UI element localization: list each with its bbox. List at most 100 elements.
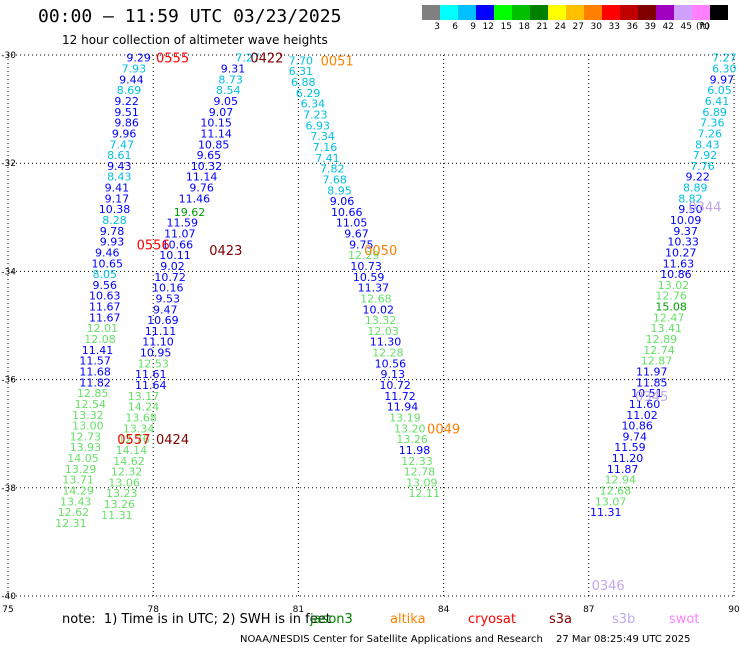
- legend-swatch: 70: [692, 5, 710, 32]
- wave-height-value: 9.93: [100, 236, 125, 249]
- wave-height-value: 7.34: [310, 130, 335, 143]
- wave-height-value: 10.95: [140, 347, 172, 360]
- wave-height-value: 11.67: [89, 311, 121, 324]
- wave-height-value: 8.95: [327, 184, 352, 197]
- wave-height-value: 10.51: [631, 387, 663, 400]
- wave-height-values: 9.297.939.448.699.229.519.869.967.478.61…: [55, 52, 736, 530]
- wave-height-value: 9.07: [209, 106, 234, 119]
- wave-height-value: 10.27: [665, 246, 697, 259]
- wave-height-value: 9.47: [153, 303, 178, 316]
- wave-height-value: 11.10: [142, 336, 174, 349]
- x-tick-label: 75: [2, 605, 13, 612]
- wave-height-value: 10.02: [363, 303, 395, 316]
- wave-height-value: 12.32: [111, 466, 143, 479]
- axis-ticks: 75 78 81 84 87 90 -30 -32 -34 -36 -38 -40: [1, 51, 740, 612]
- wave-height-value: 9.65: [197, 149, 222, 162]
- wave-height-value: 11.98: [399, 444, 431, 457]
- y-tick-label: -34: [1, 267, 16, 277]
- wave-height-value: 11.67: [89, 301, 121, 314]
- legend-swatch: 15: [494, 5, 512, 32]
- pass-number-label: 0344: [688, 200, 721, 215]
- legend-label: 42: [662, 22, 674, 32]
- wave-height-value: 12.94: [605, 474, 637, 487]
- wave-height-value: 13.93: [70, 441, 102, 454]
- wave-height-value: 13.17: [128, 390, 160, 403]
- legend-swatch: 42: [656, 5, 674, 32]
- wave-height-value: 8.73: [218, 73, 243, 86]
- wave-height-value: 13.07: [595, 495, 627, 508]
- wave-height-value: 11.87: [607, 463, 639, 476]
- x-tick-label: 84: [438, 605, 450, 612]
- wave-height-value: 19.62: [174, 206, 206, 219]
- wave-height-value: 11.72: [384, 390, 416, 403]
- wave-height-value: 7.92: [693, 149, 718, 162]
- wave-height-value: 8.69: [117, 84, 142, 97]
- wave-height-value: 7.23: [303, 109, 328, 122]
- wave-height-value: 6.05: [707, 84, 732, 97]
- legend-swatch: 21: [530, 5, 548, 32]
- pass-number-label: 0050: [364, 244, 397, 259]
- wave-height-value: 9.51: [114, 106, 139, 119]
- wave-height-value: 13.29: [65, 463, 97, 476]
- pass-number-label: 0422: [250, 52, 283, 67]
- legend-label: 15: [500, 22, 512, 32]
- wave-height-value: 10.73: [350, 260, 382, 273]
- wave-height-value: 7.41: [315, 152, 340, 165]
- wave-height-value: 11.97: [636, 365, 668, 378]
- credit-text: NOAA/NESDIS Center for Satellite Applica…: [240, 634, 543, 645]
- wave-height-value: 15.08: [655, 301, 687, 314]
- legend-swatch: 45: [674, 5, 692, 32]
- legend-label: 18: [518, 22, 530, 32]
- wave-height-value: 12.03: [367, 325, 399, 338]
- wave-height-value: 11.46: [179, 192, 211, 205]
- footer-note: note: 1) Time is in UTC; 2) SWH is in fe…: [62, 612, 331, 627]
- wave-height-value: 11.61: [135, 368, 167, 381]
- wave-height-value: 7.16: [313, 141, 338, 154]
- wave-height-value: 11.14: [186, 171, 218, 184]
- x-tick-label: 81: [293, 605, 304, 612]
- wave-height-value: 13.26: [396, 433, 428, 446]
- wave-height-value: 7.68: [322, 173, 347, 186]
- wave-height-value: 10.86: [660, 268, 692, 281]
- wave-height-value: 11.31: [590, 506, 622, 519]
- legend-swatch: 39: [638, 5, 656, 32]
- wave-height-value: 7.47: [109, 138, 134, 151]
- wave-height-value: 12.87: [641, 355, 673, 368]
- wave-height-value: 6.93: [306, 119, 331, 132]
- legend-label: 39: [644, 22, 656, 32]
- pass-number-label: 0346: [592, 579, 625, 594]
- wave-height-value: 13.06: [108, 476, 140, 489]
- wave-height-value: 12.01: [87, 322, 119, 335]
- pass-number-label: 0557: [117, 433, 150, 448]
- wave-height-value: 10.65: [91, 257, 123, 270]
- wave-height-value: 12.76: [655, 290, 687, 303]
- wave-height-value: 12.73: [70, 430, 102, 443]
- wave-height-value: 7.27: [712, 52, 737, 65]
- wave-height-value: 10.33: [667, 236, 699, 249]
- wave-height-value: 11.11: [145, 325, 177, 338]
- wave-height-value: 11.37: [358, 282, 390, 295]
- wave-height-value: 7.93: [122, 63, 147, 76]
- legend-swatch: 6: [440, 5, 458, 32]
- wave-height-value: 11.60: [629, 398, 661, 411]
- pass-number-label: 0555: [156, 52, 189, 67]
- wave-height-value: 9.43: [107, 160, 132, 173]
- legend-label: 30: [590, 22, 602, 32]
- wave-height-value: 13.32: [365, 314, 397, 327]
- wave-height-value: 7.70: [289, 54, 314, 67]
- color-legend: 3 6 9 12 15 18 21 24 27 30 33 36 39 42 45 70 (ft): [422, 5, 728, 32]
- mission-label: swot: [669, 612, 700, 627]
- wave-height-value: 12.47: [653, 311, 685, 324]
- legend-swatch: 3: [422, 5, 440, 32]
- wave-height-value: 10.09: [670, 214, 702, 227]
- wave-height-value: 13.34: [123, 422, 155, 435]
- legend-label: 3: [434, 22, 440, 32]
- wave-height-value: 9.17: [105, 192, 130, 205]
- legend-label: 27: [572, 22, 584, 32]
- wave-height-value: 10.11: [159, 249, 191, 262]
- y-tick-label: -36: [1, 376, 16, 386]
- wave-height-value: 11.31: [101, 509, 133, 522]
- wave-height-value: 9.31: [221, 63, 246, 76]
- wave-height-value: 9.06: [330, 195, 355, 208]
- wave-height-value: 8.61: [107, 149, 132, 162]
